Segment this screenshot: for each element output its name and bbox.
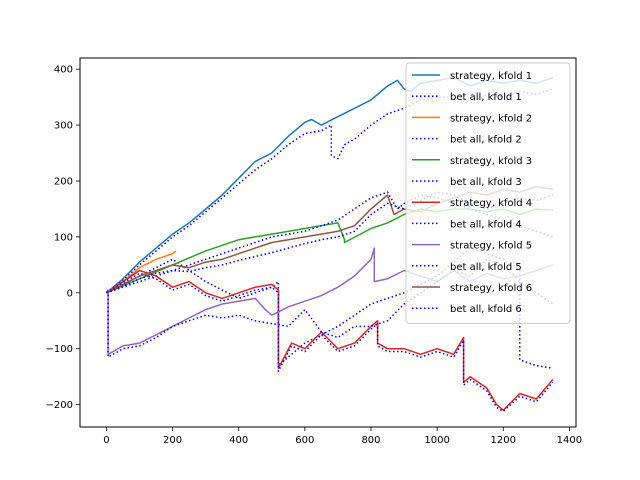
legend-label: bet all, kfold 1 [450,92,522,103]
y-tick-label: 200 [54,177,73,188]
y-tick-label: −100 [46,344,73,355]
legend-label: strategy, kfold 3 [450,156,532,167]
series-line-7 [106,269,554,411]
x-tick-label: 1200 [491,435,516,446]
y-axis: −200 −100 0 100 200 300 400 [46,65,80,411]
legend-label: strategy, kfold 2 [450,113,532,124]
y-tick-label: 100 [54,232,73,243]
series-line-6 [106,191,554,294]
x-axis: 0 200 400 600 800 1000 1200 1400 [103,427,582,446]
x-tick-label: 1400 [557,435,582,446]
x-tick-label: 0 [103,435,109,446]
legend-label: bet all, kfold 4 [450,219,522,230]
legend-label: bet all, kfold 5 [450,262,522,273]
y-tick-label: 400 [54,65,73,76]
series-line-8 [106,272,554,413]
legend-box [405,62,571,324]
x-tick-label: 200 [163,435,182,446]
plot-frame [79,57,577,428]
x-tick-label: 1000 [424,435,449,446]
x-tick-label: 600 [295,435,314,446]
y-tick-label: 300 [54,121,73,132]
legend-label: strategy, kfold 6 [450,283,532,294]
y-tick-label: 0 [67,288,73,299]
x-tick-label: 800 [361,435,380,446]
legend-label: bet all, kfold 2 [450,135,522,146]
legend-label: bet all, kfold 3 [450,177,522,188]
legend-label: strategy, kfold 1 [450,71,532,82]
x-tick-label: 400 [229,435,248,446]
legend-label: bet all, kfold 6 [450,304,522,315]
legend-label: strategy, kfold 4 [450,198,532,209]
y-tick-label: −200 [46,400,73,411]
legend-label: strategy, kfold 5 [450,241,532,252]
legend: strategy, kfold 1 bet all, kfold 1 strateg… [405,62,571,324]
